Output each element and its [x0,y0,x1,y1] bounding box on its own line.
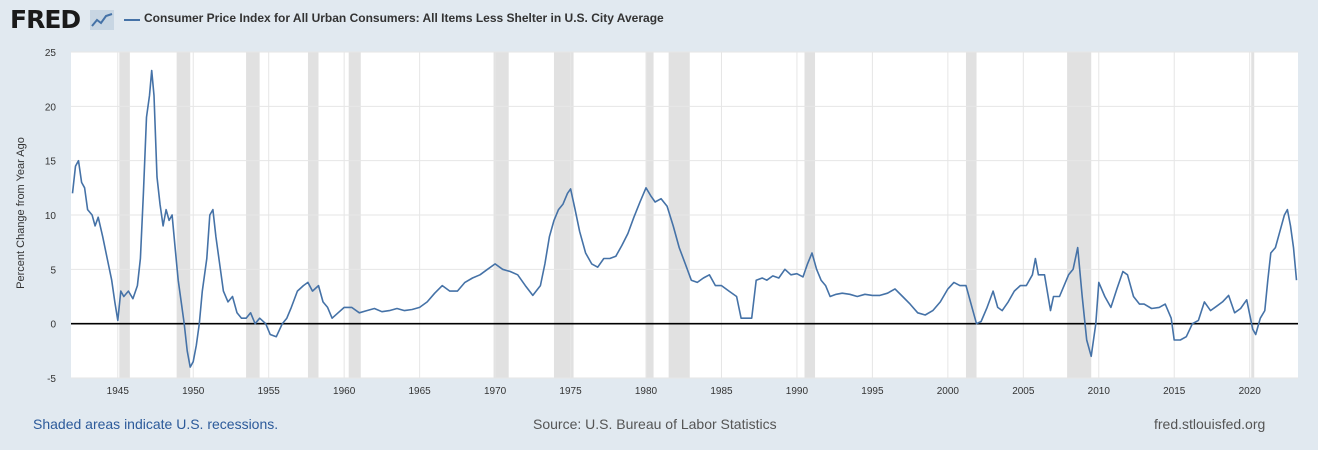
x-tick-label: 1960 [333,386,356,397]
x-tick-label: 2000 [937,386,960,397]
y-axis-title: Percent Change from Year Ago [15,137,27,289]
recession-note-link[interactable]: Shaded areas indicate U.S. recessions. [33,416,279,432]
y-tick-label: 25 [45,48,57,59]
x-tick-label: 1965 [409,386,432,397]
x-tick-label: 1950 [182,386,205,397]
legend-swatch [124,19,140,21]
x-tick-label: 1945 [107,386,130,397]
y-tick-label: 15 [45,157,57,168]
y-tick-label: 5 [50,265,56,276]
x-tick-label: 1975 [559,386,582,397]
site-url-link[interactable]: fred.stlouisfed.org [1154,416,1266,432]
x-tick-label: 1955 [258,386,281,397]
legend-label: Consumer Price Index for All Urban Consu… [144,11,664,25]
x-tick-label: 1970 [484,386,507,397]
x-tick-label: 1980 [635,386,658,397]
x-tick-label: 1990 [786,386,809,397]
y-tick-label: -5 [47,374,56,385]
x-tick-label: 1995 [861,386,884,397]
y-tick-label: 0 [50,320,56,331]
y-tick-label: 20 [45,102,57,113]
series-line [71,69,1298,368]
x-tick-label: 1985 [710,386,733,397]
y-tick-label: 10 [45,211,57,222]
x-tick-label: 2010 [1088,386,1111,397]
x-tick-label: 2005 [1012,386,1035,397]
source-text: Source: U.S. Bureau of Labor Statistics [533,416,777,432]
line-chart-icon [90,10,114,30]
x-tick-label: 2020 [1239,386,1262,397]
fred-logo[interactable]: FRED [10,5,81,34]
x-tick-label: 2015 [1163,386,1186,397]
